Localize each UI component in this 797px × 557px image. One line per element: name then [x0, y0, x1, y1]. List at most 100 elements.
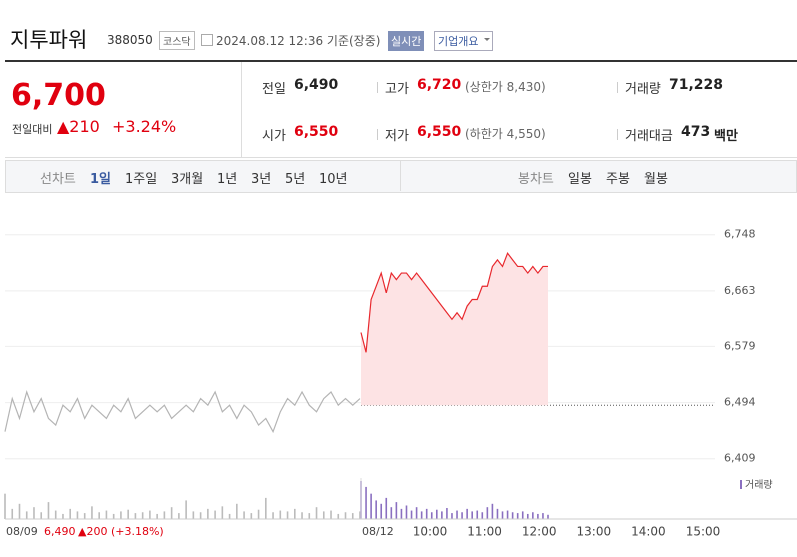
volume-bar	[486, 507, 489, 519]
volume-bar	[120, 511, 122, 519]
volume-bar	[337, 513, 340, 519]
volume-bar	[163, 511, 166, 519]
tab[interactable]: 10년	[319, 172, 348, 187]
volume-bar	[385, 497, 388, 519]
volume-bar	[47, 502, 50, 519]
stats-box	[241, 62, 797, 158]
volume-bar	[547, 514, 549, 519]
prev-date: 08/09	[6, 525, 38, 538]
price-box	[5, 62, 242, 158]
tab[interactable]: 5년	[285, 172, 306, 187]
x-tick-label: 15:00	[686, 525, 721, 539]
volume-bar	[257, 509, 260, 519]
volume-bar	[481, 512, 484, 519]
x-tick-label: 13:00	[577, 525, 612, 539]
volume-bar	[516, 513, 519, 519]
market-badge: 코스닥	[159, 31, 195, 50]
stat-value: 6,550	[417, 124, 462, 140]
stat-label: 고가	[385, 82, 409, 97]
company-button[interactable]: 기업개요	[434, 31, 494, 51]
x-tick-label: 08/12	[362, 525, 394, 538]
change-percent: +3.24%	[112, 117, 177, 136]
volume-bar	[344, 512, 347, 519]
y-tick-label: 6,663	[724, 284, 756, 297]
tab[interactable]: 3년	[251, 172, 272, 187]
volume-bar	[537, 513, 539, 519]
volume-bar	[272, 512, 274, 519]
price-line	[4, 390, 361, 434]
volume-bar	[511, 512, 514, 519]
volume-bar	[330, 510, 332, 519]
volume-legend: 거래량	[745, 479, 773, 491]
volume-bar	[199, 512, 202, 519]
volume-bar	[322, 511, 325, 519]
volume-bar	[365, 486, 367, 519]
volume-bar	[98, 512, 100, 519]
x-tick-label: 11:00	[467, 525, 502, 539]
volume-bar	[207, 508, 209, 519]
volume-bar	[156, 513, 158, 519]
volume-legend-swatch	[740, 480, 742, 489]
separator	[617, 82, 618, 93]
tab-divider	[400, 160, 401, 191]
volume-bar	[436, 509, 438, 519]
volume-bar	[375, 500, 377, 519]
volume-bar	[286, 511, 289, 519]
tab[interactable]: 1년	[217, 172, 238, 187]
volume-bar	[400, 508, 403, 519]
volume-bar	[521, 511, 524, 519]
calendar-icon	[201, 34, 213, 46]
volume-bar	[425, 508, 428, 519]
volume-bar	[76, 511, 79, 519]
dropdown-arrow	[484, 38, 490, 44]
y-tick-label: 6,494	[724, 396, 756, 409]
stat-unit: 백만	[714, 129, 738, 144]
x-tick-label: 10:00	[413, 525, 448, 539]
stock-name: 지투파워	[10, 28, 88, 52]
volume-bar	[134, 513, 137, 519]
tab[interactable]: 일봉	[568, 172, 592, 187]
volume-bar	[170, 507, 173, 519]
volume-bar	[526, 513, 529, 519]
volume-bar	[40, 512, 43, 519]
stat-value: 6,490	[294, 77, 339, 93]
volume-bar	[430, 512, 433, 519]
volume-bar	[112, 513, 115, 519]
volume-bar	[178, 513, 180, 519]
volume-bar	[83, 513, 86, 519]
realtime-badge[interactable]: 실시간	[388, 31, 425, 51]
volume-bar	[127, 509, 129, 519]
x-tick-label: 14:00	[631, 525, 666, 539]
volume-bar	[18, 503, 21, 519]
volume-bar	[359, 511, 361, 519]
tab[interactable]: 월봉	[644, 172, 668, 187]
tab[interactable]: 3개월	[171, 172, 204, 187]
stat-note: (상한가 8,430)	[465, 80, 546, 94]
stat-value: 6,550	[294, 124, 339, 140]
volume-bar	[415, 507, 418, 519]
prev-price: 6,490	[44, 525, 76, 538]
volume-bar	[54, 510, 57, 519]
stat-value: 473	[681, 124, 711, 140]
volume-bar	[446, 508, 448, 519]
volume-bar	[501, 511, 504, 519]
current-price: 6,700	[11, 78, 106, 113]
volume-bar	[4, 493, 6, 519]
volume-bar	[491, 503, 494, 519]
volume-bar	[496, 508, 499, 519]
tab[interactable]: 1일	[90, 172, 112, 187]
volume-bar	[62, 513, 64, 519]
volume-bar	[405, 505, 408, 519]
stat-label: 전일	[262, 82, 286, 97]
volume-bar	[351, 513, 354, 519]
change: ▲210	[57, 117, 100, 136]
tab-bar	[5, 160, 797, 193]
volume-bar	[265, 497, 267, 519]
volume-bar	[293, 508, 296, 519]
tab[interactable]: 주봉	[606, 172, 630, 187]
volume-bar	[185, 500, 187, 519]
tab[interactable]: 1주일	[125, 172, 158, 187]
y-tick-label: 6,748	[724, 228, 756, 241]
prev-change: ▲200 (+3.18%)	[78, 525, 164, 538]
